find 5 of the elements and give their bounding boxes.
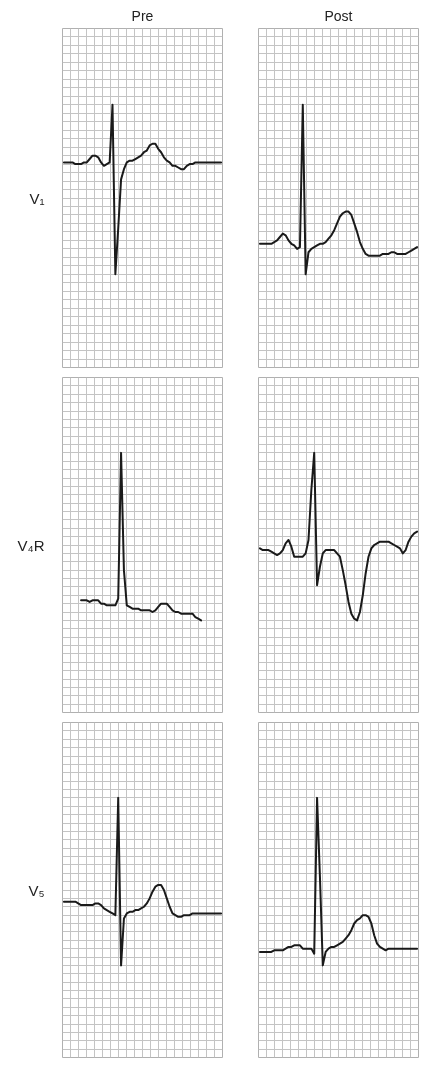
y-axis-title: V₁	[29, 189, 45, 207]
chart-title: Pre	[131, 7, 154, 24]
chart-title: Post	[324, 7, 353, 24]
y-axis-title: V₄R	[17, 536, 45, 554]
y-axis-title: V₅	[28, 881, 45, 899]
